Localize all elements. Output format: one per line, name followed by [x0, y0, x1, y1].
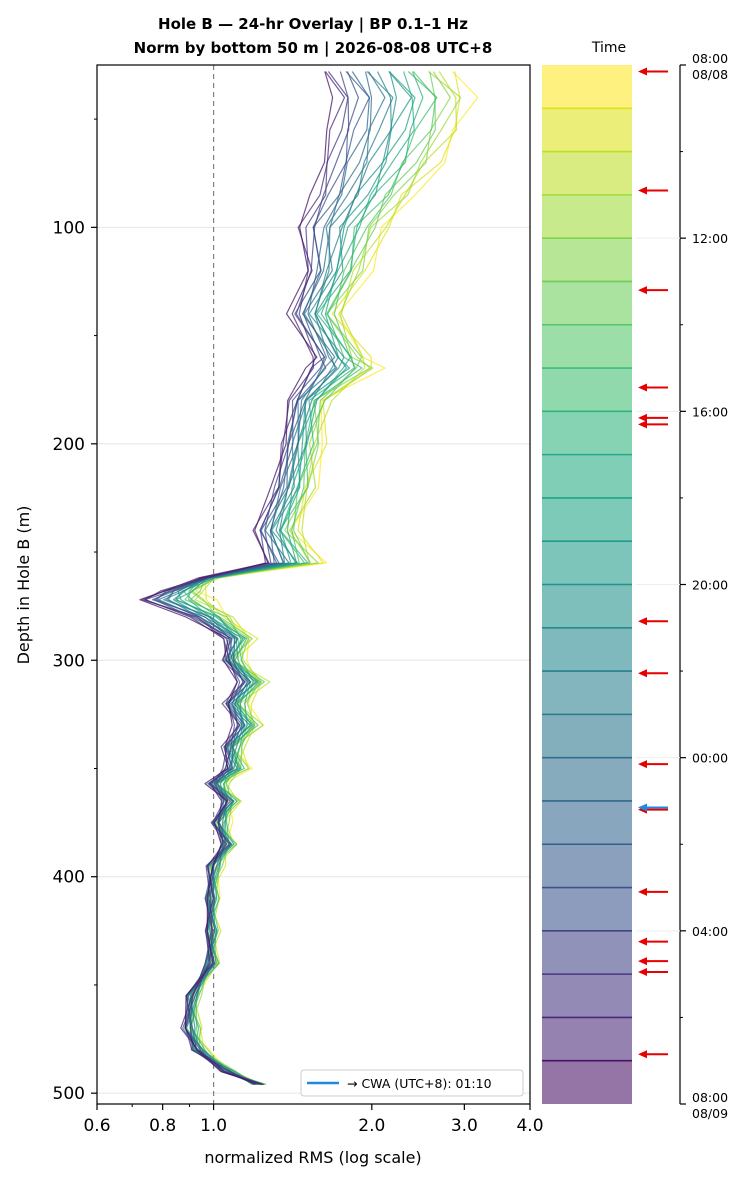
- date-top-label: 08/08: [692, 67, 728, 82]
- colorbar-bin: [542, 411, 632, 455]
- y-tick-label: 200: [53, 435, 85, 455]
- colorbar-title: Time: [591, 40, 626, 56]
- event-arrow-head: [638, 760, 647, 769]
- colorbar-bin: [542, 541, 632, 585]
- time-tick-label: 04:00: [692, 924, 728, 939]
- time-top-label: 08:00: [692, 51, 728, 66]
- profile-line: [189, 71, 462, 1085]
- profile-line: [151, 71, 370, 1086]
- event-arrow-head: [638, 967, 647, 976]
- plot-frame: [96, 64, 531, 1105]
- event-arrow-head: [638, 957, 647, 966]
- x-tick-label: 0.6: [83, 1116, 110, 1136]
- x-tick-label: 0.8: [149, 1116, 176, 1136]
- y-tick-label: 100: [53, 218, 85, 238]
- x-tick-label: 1.0: [200, 1116, 227, 1136]
- colorbar-bins: [542, 65, 632, 1104]
- time-tick-label: 16:00: [692, 404, 728, 419]
- plot-area: 100 200 300 400 500 0.6 0.8 1.0 2.0 3.0 4.0 norma…: [14, 64, 544, 1167]
- y-tick-label: 400: [53, 868, 85, 888]
- chart-title-line2: Norm by bottom 50 m | 2026-08-08 UTC+8: [134, 39, 493, 58]
- event-arrow-head: [638, 617, 647, 626]
- legend: → CWA (UTC+8): 01:10: [300, 1069, 524, 1097]
- colorbar-bin: [542, 1060, 632, 1104]
- profile-line: [153, 71, 359, 1086]
- colorbar-bin: [542, 238, 632, 282]
- event-arrow-head: [638, 286, 647, 295]
- colorbar: Time 08:00 08/08 08:00 08/09 12:00 16:00 2…: [542, 40, 728, 1121]
- colorbar-bin: [542, 844, 632, 888]
- profile-line: [144, 71, 346, 1086]
- event-arrow-head: [638, 186, 647, 195]
- event-arrow-head: [638, 937, 647, 946]
- colorbar-bin: [542, 584, 632, 628]
- colorbar-bin: [542, 324, 632, 369]
- legend-label-cwa: → CWA (UTC+8): 01:10: [347, 1076, 492, 1091]
- colorbar-bin: [542, 800, 632, 845]
- colorbar-bin: [542, 194, 632, 239]
- time-tick-label: 12:00: [692, 231, 728, 246]
- colorbar-bin: [542, 627, 632, 672]
- event-arrow-head: [638, 1050, 647, 1059]
- time-axis-ticks: 12:00 16:00 20:00 00:00 04:00: [636, 151, 728, 1018]
- colorbar-bin: [542, 671, 632, 715]
- profile-line: [139, 71, 334, 1086]
- x-axis: 0.6 0.8 1.0 2.0 3.0 4.0: [83, 1104, 544, 1136]
- colorbar-bin: [542, 454, 632, 498]
- time-tick-label: 20:00: [692, 578, 728, 593]
- y-tick-label: 300: [53, 651, 85, 671]
- event-arrows: [638, 67, 668, 1059]
- x-tick-label: 4.0: [516, 1116, 543, 1136]
- colorbar-bin: [542, 974, 632, 1018]
- event-arrow-head: [638, 383, 647, 392]
- profile-line: [184, 71, 437, 1086]
- colorbar-bin: [542, 887, 632, 931]
- event-arrow-head: [638, 413, 647, 422]
- y-axis: 100 200 300 400 500: [53, 118, 97, 1104]
- y-tick-label: 500: [53, 1084, 85, 1104]
- y-axis-label: Depth in Hole B (m): [14, 506, 33, 665]
- profile-line: [172, 71, 397, 1086]
- event-arrow-head: [638, 669, 647, 678]
- chart-title-line1: Hole B — 24-hr Overlay | BP 0.1–1 Hz: [158, 15, 468, 34]
- profile-line: [192, 71, 458, 1086]
- colorbar-bin: [542, 151, 632, 195]
- x-tick-label: 2.0: [358, 1116, 385, 1136]
- event-arrow-head: [638, 887, 647, 896]
- colorbar-bin: [542, 281, 632, 325]
- colorbar-bin: [542, 930, 632, 975]
- time-tick-label: 00:00: [692, 751, 728, 766]
- profile-line: [143, 71, 350, 1086]
- profile-line: [156, 71, 370, 1086]
- date-bottom-label: 08/09: [692, 1106, 728, 1121]
- colorbar-bin: [542, 497, 632, 542]
- profile-line: [186, 71, 461, 1086]
- colorbar-bin: [542, 65, 632, 109]
- cwa-event-arrow-head: [638, 803, 647, 812]
- colorbar-bin: [542, 1017, 632, 1061]
- colorbar-bin: [542, 368, 632, 412]
- legend-box: [300, 1069, 524, 1097]
- x-tick-label: 3.0: [451, 1116, 478, 1136]
- event-arrow-head: [638, 420, 647, 429]
- profile-line: [189, 71, 451, 1086]
- event-arrow-head: [638, 67, 647, 76]
- profile-line: [157, 71, 373, 1086]
- time-bottom-label: 08:00: [692, 1090, 728, 1105]
- rms-profiles: [139, 71, 479, 1086]
- profile-line: [186, 71, 436, 1086]
- x-axis-label: normalized RMS (log scale): [204, 1148, 421, 1167]
- colorbar-bin: [542, 714, 632, 758]
- colorbar-bin: [542, 108, 632, 152]
- colorbar-bin: [542, 757, 632, 801]
